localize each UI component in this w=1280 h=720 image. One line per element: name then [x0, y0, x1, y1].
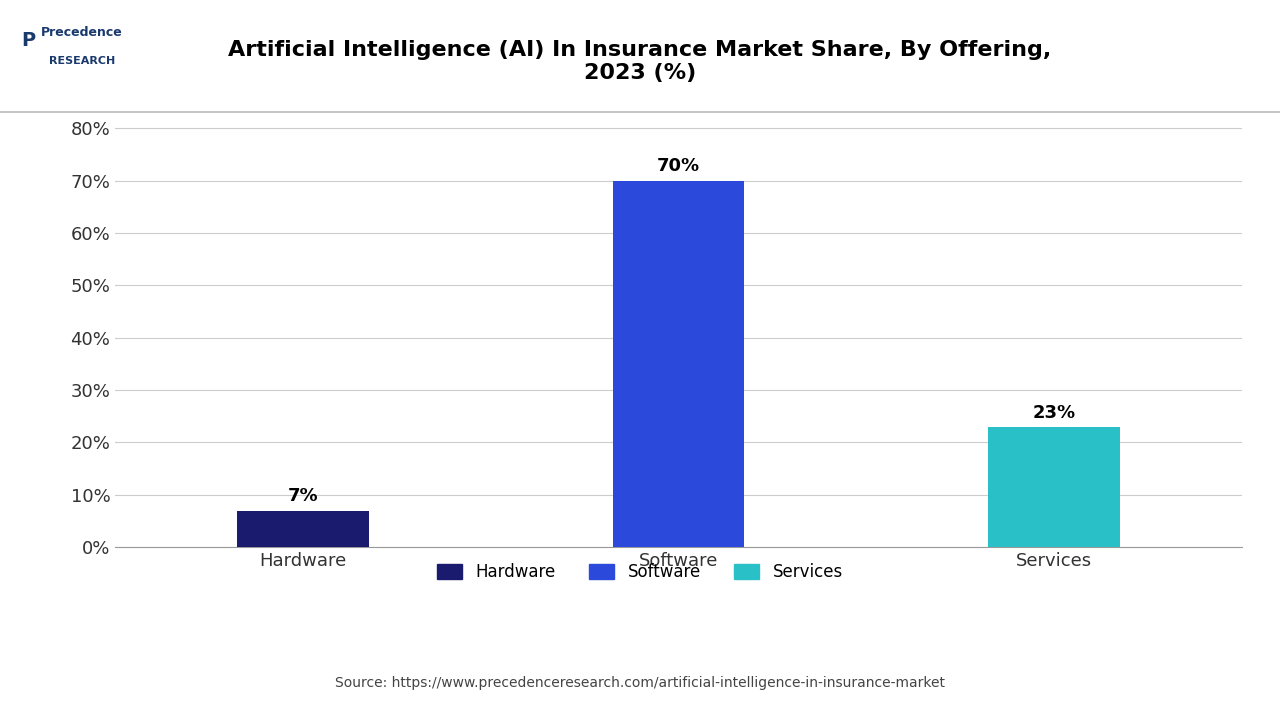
Text: 23%: 23%: [1032, 403, 1075, 421]
Bar: [237, 510, 369, 547]
Text: RESEARCH: RESEARCH: [49, 56, 115, 66]
Text: 7%: 7%: [288, 487, 319, 505]
Bar: [988, 427, 1120, 547]
Text: 70%: 70%: [657, 158, 700, 176]
Text: Precedence: Precedence: [41, 27, 123, 40]
Text: Artificial Intelligence (AI) In Insurance Market Share, By Offering,
2023 (%): Artificial Intelligence (AI) In Insuranc…: [228, 40, 1052, 83]
Text: P: P: [20, 31, 36, 50]
Text: Source: https://www.precedenceresearch.com/artificial-intelligence-in-insurance-: Source: https://www.precedenceresearch.c…: [335, 676, 945, 690]
Bar: [613, 181, 744, 547]
Legend: Hardware, Software, Services: Hardware, Software, Services: [430, 557, 850, 588]
